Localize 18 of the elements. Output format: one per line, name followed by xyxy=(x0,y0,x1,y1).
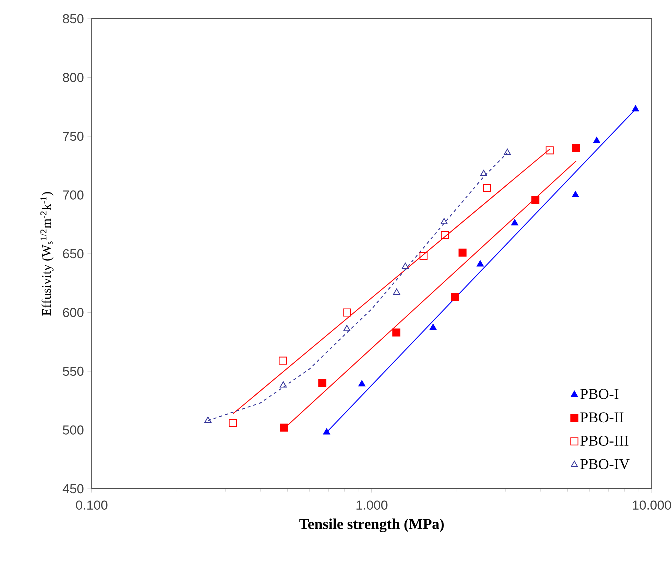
y-axis-title: Effusivity (W$_{s}$$^{1/2}$m$^{-2}$k$^{-1}$) xyxy=(40,192,54,316)
y-tick-label: 700 xyxy=(63,190,84,200)
y-tick-label: 500 xyxy=(63,426,84,435)
y-tick-label: 750 xyxy=(63,132,84,142)
x-axis-title: Tensile strength (MPa) xyxy=(300,518,444,532)
y-tick-label: 550 xyxy=(63,366,84,376)
x-tick-label: 1.000 xyxy=(356,500,388,510)
legend-label: PBO-I xyxy=(580,389,619,400)
x-tick-label: 0.100 xyxy=(76,500,108,510)
y-tick-label: 600 xyxy=(63,308,84,318)
y-tick-label: 850 xyxy=(63,14,84,24)
legend-label: PBO-III xyxy=(580,436,629,446)
y-tick-label: 450 xyxy=(62,484,84,494)
legend-label: PBO-IV xyxy=(580,459,630,470)
x-tick-label: 10.000 xyxy=(633,500,671,510)
legend-label: PBO-II xyxy=(580,412,624,423)
y-tick-label: 650 xyxy=(63,249,84,259)
y-tick-label: 800 xyxy=(63,73,84,82)
